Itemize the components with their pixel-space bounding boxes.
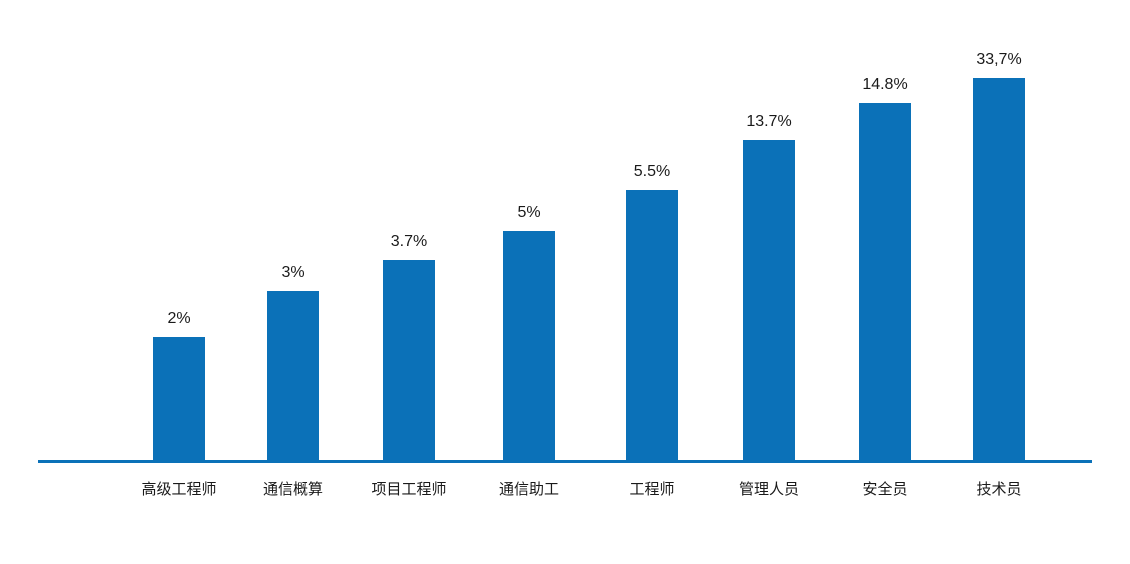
bar-value-label: 3% <box>281 264 305 281</box>
bar-category-label: 工程师 <box>629 481 675 498</box>
bar-value-label: 5.5% <box>633 163 671 180</box>
bar-value-label: 33,7% <box>976 51 1022 68</box>
bar <box>383 260 435 461</box>
bar-category-label: 安全员 <box>862 481 908 498</box>
bar <box>267 291 319 461</box>
bar-category-label: 项目工程师 <box>371 481 447 498</box>
bar-value-label: 14.8% <box>862 76 908 93</box>
bar-value-label: 2% <box>167 310 191 327</box>
bar-category-label: 管理人员 <box>738 481 799 498</box>
bar-value-label: 13.7% <box>746 113 792 130</box>
x-axis-line <box>38 460 1092 463</box>
bar <box>626 190 678 461</box>
bar <box>859 103 911 461</box>
bar-value-label: 3.7% <box>390 233 428 250</box>
bar-category-label: 通信概算 <box>262 481 323 498</box>
bar <box>503 231 555 461</box>
bar-category-label: 高级工程师 <box>141 481 217 498</box>
bar-value-label: 5% <box>517 204 541 221</box>
bar <box>973 78 1025 461</box>
bar <box>153 337 205 461</box>
bar <box>743 140 795 461</box>
bar-category-label: 技术员 <box>976 481 1022 498</box>
bar-category-label: 通信助工 <box>498 481 559 498</box>
